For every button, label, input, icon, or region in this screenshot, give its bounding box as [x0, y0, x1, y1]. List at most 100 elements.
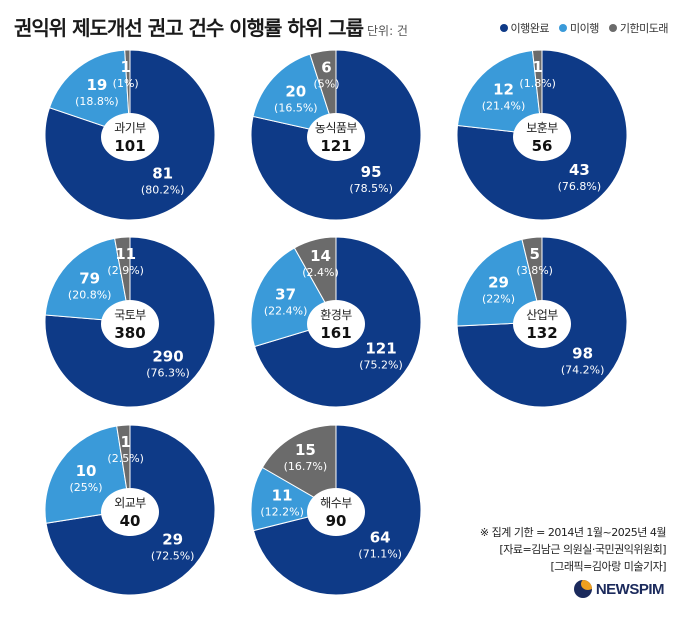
slice-value-completed: 290: [152, 347, 183, 365]
pie-slice-not-implemented: [44, 237, 131, 323]
ministry-total: 121: [320, 137, 351, 155]
slice-value-not-implemented: 12: [493, 81, 514, 99]
slice-value-completed: 121: [365, 340, 396, 358]
pie-chart-0: 81(80.2%) 19(18.8%) 1(1%) 과기부 101: [44, 49, 216, 221]
slice-percent-not-due: (2.5%): [107, 452, 144, 465]
pie-center-badge: [101, 488, 159, 536]
pie-chart-4: 121(75.2%) 37(22.4%) 14(2.4%) 환경부 161: [250, 236, 422, 408]
unit-label: 단위: 건: [366, 24, 408, 38]
title-text: 권익위 제도개선 권고 건수 이행률 하위 그룹: [14, 16, 364, 40]
slice-percent-completed: (71.1%): [358, 548, 402, 561]
ministry-name: 해수부: [320, 496, 352, 510]
pie-center-badge: [307, 113, 365, 161]
ministry-name: 환경부: [320, 308, 352, 322]
newspim-logo: NEWSPIM: [573, 580, 665, 598]
slice-percent-completed: (80.2%): [141, 184, 185, 197]
slice-percent-not-due: (2.9%): [107, 264, 144, 277]
slice-value-not-due: 15: [295, 441, 316, 459]
slice-value-not-due: 1: [120, 433, 130, 451]
slice-percent-completed: (75.2%): [359, 359, 403, 372]
pie-chart-1: 95(78.5%) 20(16.5%) 6(5%) 농식품부 121: [250, 49, 422, 221]
legend-swatch-not-due: [608, 24, 617, 32]
ministry-name: 농식품부: [315, 121, 358, 135]
slice-value-not-implemented: 19: [86, 76, 107, 94]
footnote-period: ※ 집계 기한 = 2014년 1월~2025년 4월: [479, 526, 667, 539]
pie-center-badge: [307, 488, 365, 536]
ministry-total: 132: [526, 324, 557, 342]
ministry-total: 56: [532, 137, 553, 155]
ministry-name: 보훈부: [526, 121, 558, 135]
pie-chart-6: 29(72.5%) 10(25%) 1(2.5%) 외교부 40: [44, 424, 216, 596]
ministry-total: 90: [326, 512, 347, 530]
legend-item-not-due: 기한미도래: [608, 20, 669, 36]
pie-slice-not-implemented: [252, 53, 337, 136]
ministry-name: 외교부: [114, 496, 146, 510]
pie-slice-not-implemented: [456, 238, 543, 327]
slice-percent-not-due: (1%): [113, 77, 139, 90]
pie-slice-not-implemented: [456, 49, 543, 136]
legend-label-not-implemented: 미이행: [570, 22, 599, 35]
slice-value-not-implemented: 10: [76, 462, 97, 480]
slice-value-completed: 64: [370, 529, 391, 547]
slice-percent-completed: (76.8%): [558, 180, 602, 193]
ministry-name: 국토부: [114, 308, 146, 322]
slice-value-completed: 43: [569, 161, 590, 179]
ministry-name: 산업부: [526, 308, 558, 322]
footnote-credit: [그래픽=김아랑 미술기자]: [550, 560, 667, 573]
slice-percent-completed: (72.5%): [151, 549, 195, 562]
legend-swatch-completed: [499, 24, 508, 32]
slice-value-not-due: 1: [120, 58, 130, 76]
slice-percent-not-implemented: (21.4%): [482, 100, 526, 113]
slice-percent-not-implemented: (12.2%): [260, 505, 304, 518]
pie-chart-2: 43(76.8%) 12(21.4%) 1(1.8%) 보훈부 56: [456, 49, 628, 221]
logo-text: NEWSPIM: [595, 580, 665, 598]
slice-value-not-due: 14: [310, 247, 331, 265]
pie-slice-completed: [44, 236, 216, 408]
slice-percent-not-due: (1.8%): [519, 77, 556, 90]
slice-value-completed: 29: [162, 530, 183, 548]
legend-swatch-not-implemented: [559, 24, 568, 32]
pie-center-badge: [513, 113, 571, 161]
pie-slice-not-due: [261, 424, 337, 511]
legend-label-completed: 이행완료: [510, 22, 550, 35]
slice-value-not-implemented: 29: [488, 273, 509, 291]
pie-center-badge: [101, 113, 159, 161]
legend-item-completed: 이행완료: [499, 20, 550, 36]
slice-percent-not-implemented: (18.8%): [75, 95, 119, 108]
slice-value-not-implemented: 79: [79, 270, 100, 288]
legend: 이행완료 미이행 기한미도래: [499, 20, 669, 36]
pie-chart-5: 98(74.2%) 29(22%) 5(3.8%) 산업부 132: [456, 236, 628, 408]
slice-percent-not-implemented: (20.8%): [68, 289, 112, 302]
slice-percent-not-due: (16.7%): [284, 460, 328, 473]
pie-chart-3: 290(76.3%) 79(20.8%) 11(2.9%) 국토부 380: [44, 236, 216, 408]
slice-percent-completed: (74.2%): [561, 364, 605, 377]
slice-value-completed: 95: [361, 163, 382, 181]
slice-percent-not-implemented: (22%): [482, 292, 515, 305]
footnote: ※ 집계 기한 = 2014년 1월~2025년 4월 [자료=김남근 의원실·…: [479, 524, 667, 575]
ministry-total: 161: [320, 324, 351, 342]
pie-center-badge: [101, 300, 159, 348]
pie-center-badge: [307, 300, 365, 348]
slice-value-not-implemented: 37: [275, 286, 296, 304]
pie-slice-not-due: [293, 236, 337, 324]
pie-chart-7: 64(71.1%) 11(12.2%) 15(16.7%) 해수부 90: [250, 424, 422, 596]
pie-center-badge: [513, 300, 571, 348]
footnote-source: [자료=김남근 의원실·국민권익위원회]: [499, 543, 666, 556]
slice-value-not-implemented: 11: [272, 486, 293, 504]
ministry-total: 40: [120, 512, 141, 530]
slice-value-not-due: 5: [529, 245, 539, 263]
slice-percent-not-due: (3.8%): [516, 264, 553, 277]
pie-slice-completed: [456, 49, 628, 221]
slice-percent-not-implemented: (16.5%): [274, 101, 318, 114]
slice-value-completed: 98: [572, 345, 593, 363]
slice-percent-not-implemented: (25%): [69, 481, 102, 494]
slice-percent-not-implemented: (22.4%): [264, 305, 308, 318]
slice-percent-completed: (78.5%): [349, 182, 393, 195]
slice-percent-not-due: (5%): [313, 78, 339, 91]
ministry-total: 101: [114, 137, 145, 155]
ministry-total: 380: [114, 324, 145, 342]
slice-value-not-implemented: 20: [285, 82, 306, 100]
legend-item-not-implemented: 미이행: [559, 20, 599, 36]
slice-value-not-due: 11: [115, 245, 136, 263]
